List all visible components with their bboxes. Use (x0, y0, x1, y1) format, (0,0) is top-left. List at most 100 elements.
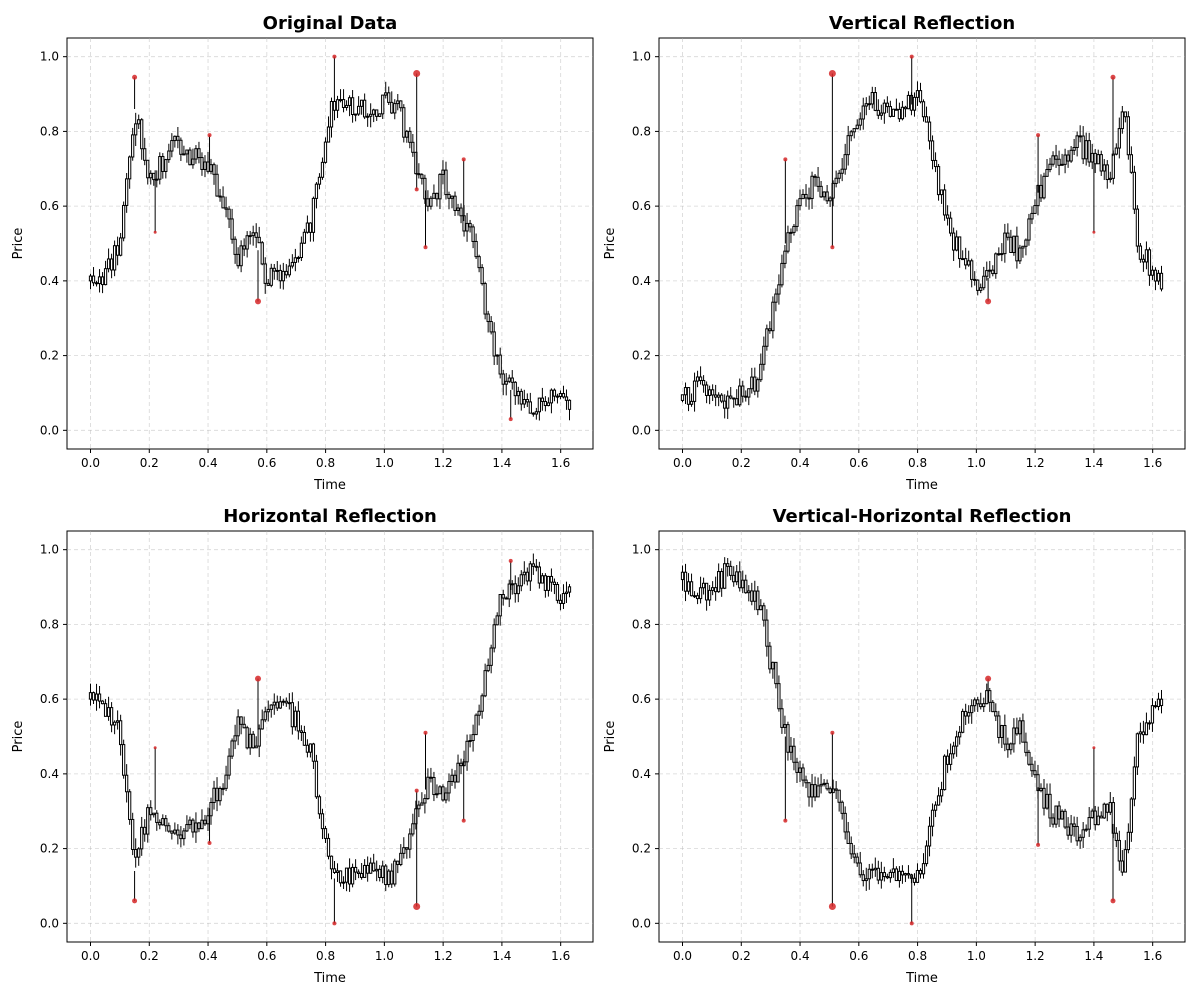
candle-body (399, 100, 403, 109)
y-tick-label: 0.6 (40, 692, 59, 706)
candle-body (753, 376, 757, 392)
y-tick-label: 0.4 (40, 767, 59, 781)
candle-body (855, 856, 859, 864)
extreme-marker (423, 245, 428, 250)
candlestick-series (88, 81, 572, 421)
candle-body (717, 571, 721, 593)
candle-body (1081, 829, 1085, 838)
candle-body (1102, 803, 1106, 819)
y-tick-label: 1.0 (40, 50, 59, 64)
candle-body (711, 587, 715, 591)
candle-body (1093, 810, 1097, 826)
candle-body (191, 158, 195, 166)
candle-body (1066, 826, 1070, 836)
candle-body (786, 232, 790, 252)
candle-body (1159, 698, 1164, 707)
candle-body (933, 159, 938, 168)
candle-body (885, 102, 889, 108)
extreme-marker (255, 675, 262, 682)
candle-body (852, 128, 856, 133)
candle-body (942, 755, 947, 791)
y-tick-label: 0.0 (632, 423, 651, 437)
candle-body (744, 395, 748, 398)
candle-body (834, 788, 838, 791)
candle-body (441, 786, 445, 801)
candle-body (774, 661, 778, 685)
candle-body (939, 789, 944, 797)
candle-body (152, 812, 156, 816)
candle-body (435, 192, 439, 200)
candle-body (91, 275, 96, 284)
candle-body (973, 699, 977, 707)
candle-body (843, 812, 847, 833)
candle-body (275, 701, 279, 709)
extreme-marker (828, 69, 836, 77)
candle-body (900, 106, 905, 120)
candle-body (396, 860, 400, 866)
candle-body (912, 96, 917, 111)
x-axis-label: Time (313, 478, 346, 493)
candle-body (158, 156, 162, 180)
y-tick-label: 0.6 (632, 199, 651, 213)
candle-body (266, 708, 270, 713)
candle-body (741, 579, 745, 589)
y-tick-label: 0.4 (40, 274, 59, 288)
candle-body (1117, 128, 1121, 149)
candle-body (876, 109, 880, 116)
extreme-markers (132, 54, 513, 422)
candle-body (897, 108, 902, 120)
candle-body (200, 157, 204, 170)
candle-body (564, 396, 569, 401)
candle-body (1012, 727, 1016, 745)
candle-body (281, 700, 285, 703)
candle-body (801, 767, 805, 781)
candle-body (420, 802, 424, 806)
candle-body (750, 590, 754, 602)
candle-body (1048, 793, 1052, 819)
candle-body (1135, 733, 1140, 768)
extreme-marker (461, 157, 466, 162)
candle-body (988, 269, 992, 272)
candle-body (834, 177, 838, 184)
candle-body (191, 819, 195, 833)
candle-body (792, 225, 796, 233)
candle-body (783, 724, 787, 728)
candle-body (1027, 751, 1031, 765)
candle-body (194, 148, 198, 160)
candle-body (861, 105, 865, 120)
candle-body (143, 826, 147, 835)
candle-body (958, 731, 962, 738)
candle-body (1042, 175, 1046, 199)
candle-body (417, 804, 421, 810)
extreme-marker (414, 788, 419, 793)
candle-body (495, 615, 499, 626)
candle-body (94, 282, 99, 285)
candle-body (1108, 802, 1112, 813)
candle-body (825, 782, 829, 790)
candle-body (290, 261, 294, 267)
candle-body (961, 258, 965, 261)
candle-body (864, 103, 868, 107)
candle-body (1132, 171, 1137, 210)
candle-body (1069, 823, 1073, 836)
candle-body (945, 755, 950, 765)
candle-body (483, 283, 487, 315)
candle-body (347, 97, 352, 106)
candle-body (155, 812, 159, 823)
subplot-title: Horizontal Reflection (223, 506, 437, 527)
candle-body (390, 101, 394, 114)
extreme-marker (414, 187, 419, 192)
extreme-marker (153, 230, 157, 234)
candle-body (525, 398, 529, 403)
candle-body (375, 868, 379, 872)
candle-body (1150, 269, 1155, 276)
plot-area (658, 37, 1186, 450)
x-tick-label: 1.6 (551, 949, 570, 963)
candle-body (465, 222, 469, 232)
candle-body (876, 867, 880, 881)
y-axis-ticks: 0.0 0.2 0.4 0.6 0.8 1.0 (632, 543, 659, 930)
candle-body (323, 828, 328, 839)
candle-body (1111, 153, 1115, 179)
candle-body (921, 863, 926, 875)
candle-body (828, 197, 832, 202)
